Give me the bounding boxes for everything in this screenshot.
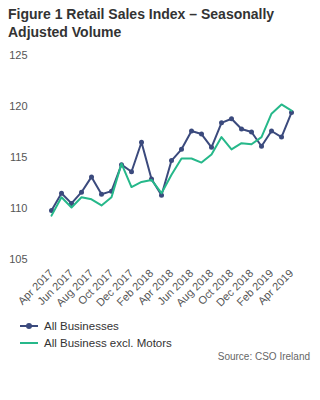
svg-text:120: 120 [9, 100, 27, 112]
svg-text:Oct 2018: Oct 2018 [195, 266, 236, 307]
svg-text:110: 110 [10, 202, 28, 214]
svg-text:125: 125 [9, 49, 27, 61]
svg-text:Jun 2018: Jun 2018 [154, 266, 196, 308]
svg-text:105: 105 [9, 253, 27, 265]
svg-text:Dec 2018: Dec 2018 [213, 266, 256, 309]
html-text:All Business excl. Motors: All Business excl. Motors [44, 336, 172, 349]
svg-text:Feb 2019: Feb 2019 [234, 266, 276, 309]
html-text:Figure 1 Retail Sales Index –: Figure 1 Retail Sales Index – Seasonally… [8, 6, 275, 40]
svg-text:Aug 2018: Aug 2018 [173, 266, 216, 309]
svg-text:Apr 2018: Apr 2018 [135, 266, 176, 307]
svg-text:Apr 2019: Apr 2019 [255, 267, 295, 307]
svg-text:Aug 2017: Aug 2017 [53, 266, 96, 309]
svg-text:Feb 2018: Feb 2018 [114, 266, 156, 309]
html-text:Source: CSO Ireland: Source: CSO Ireland [217, 351, 310, 362]
svg-text:Apr 2017: Apr 2017 [15, 266, 56, 307]
svg-text:Jun 2017: Jun 2017 [34, 266, 76, 308]
html-text:All Businesses: All Businesses [44, 319, 119, 332]
svg-text:Dec 2017: Dec 2017 [93, 266, 136, 309]
svg-text:Oct 2017: Oct 2017 [75, 266, 116, 307]
svg-text:115: 115 [10, 151, 28, 163]
